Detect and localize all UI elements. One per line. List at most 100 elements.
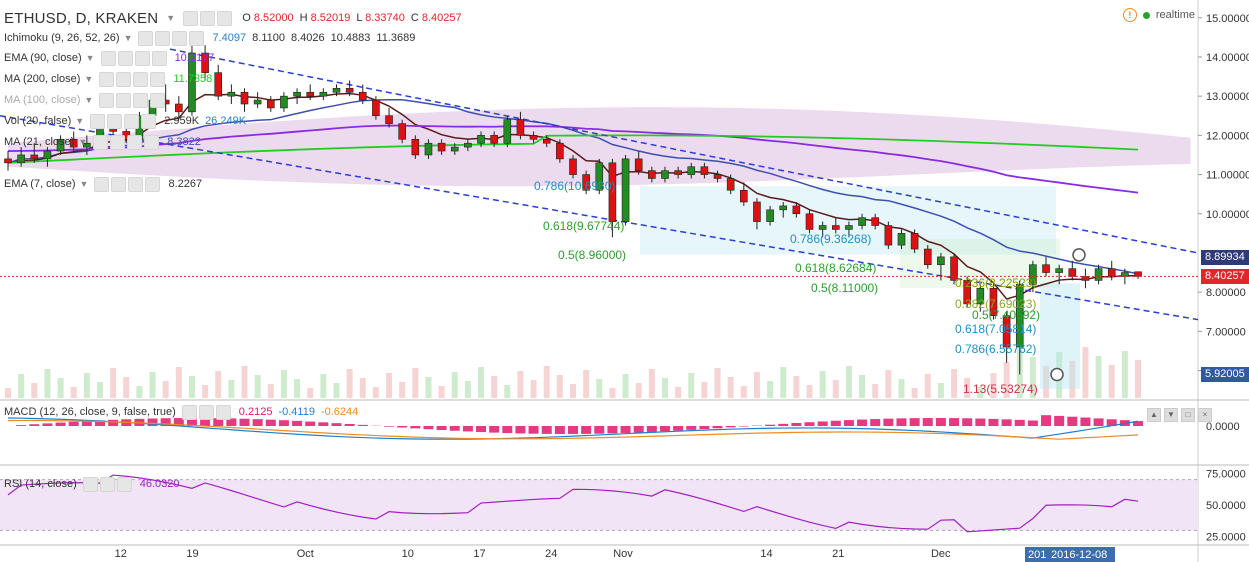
candle xyxy=(634,151,643,175)
price-tick-label: 7.00000 xyxy=(1206,326,1246,338)
candle xyxy=(83,135,91,155)
volume-bar xyxy=(5,388,11,398)
candle-body xyxy=(17,154,25,164)
candle xyxy=(766,205,774,226)
candle-body xyxy=(937,256,945,266)
candle xyxy=(845,221,853,238)
volume-bar xyxy=(753,372,760,398)
volume-bar xyxy=(451,372,458,398)
price-tick-label: 11.00000 xyxy=(1206,170,1249,182)
candle xyxy=(884,221,893,250)
macd-histogram-bar xyxy=(292,420,303,426)
candle-body xyxy=(805,213,814,230)
candle-body xyxy=(424,142,433,156)
time-tick-label: 12 xyxy=(115,548,127,560)
macd-histogram-bar xyxy=(449,426,460,431)
candle xyxy=(582,170,590,195)
macd-histogram-bar xyxy=(817,421,828,426)
candle-body xyxy=(621,158,630,222)
volume-bar xyxy=(767,381,774,398)
macd-histogram-bar xyxy=(476,426,487,433)
candle xyxy=(687,162,696,179)
macd-histogram-bar xyxy=(712,426,723,429)
time-tick-label: 10 xyxy=(402,548,414,560)
macd-signal-line xyxy=(7,419,1139,440)
candle-body xyxy=(674,170,682,175)
ema90-line xyxy=(7,124,1139,194)
volume-bar xyxy=(714,368,721,398)
time-cursor-label: 201 xyxy=(1028,549,1046,561)
macd-histogram-bar xyxy=(1041,415,1052,426)
macd-histogram-bar xyxy=(883,418,894,426)
candle xyxy=(477,131,485,148)
macd-histogram-bar xyxy=(581,426,592,434)
candle xyxy=(437,139,446,155)
volume-bar xyxy=(333,383,340,398)
candle xyxy=(897,229,906,250)
macd-histogram-bar xyxy=(594,426,605,434)
candle xyxy=(1055,264,1063,285)
volume-bar xyxy=(464,381,471,398)
candle xyxy=(306,84,315,101)
time-tick-label: Oct xyxy=(297,548,314,560)
volume-bar xyxy=(359,378,366,398)
candle-body xyxy=(358,91,367,101)
candle-body xyxy=(319,91,328,97)
macd-histogram-bar xyxy=(528,426,539,434)
macd-histogram-bar xyxy=(344,423,355,426)
candle xyxy=(1068,260,1077,281)
volume-bar xyxy=(188,376,195,398)
volume-bar xyxy=(596,379,603,398)
volume-bar xyxy=(31,383,38,398)
rsi-tick-label: 75.0000 xyxy=(1206,468,1246,480)
price-tick-label: 10.00000 xyxy=(1206,209,1249,221)
volume-bar xyxy=(57,378,64,398)
macd-histogram-bar xyxy=(922,418,933,426)
volume-bar xyxy=(267,384,274,398)
macd-histogram-bar xyxy=(29,424,40,426)
rsi-band xyxy=(0,479,1198,531)
candle xyxy=(372,96,380,120)
candle-body xyxy=(109,127,117,132)
candle-body xyxy=(4,158,12,164)
candle-body xyxy=(175,103,183,113)
macd-histogram-bar xyxy=(633,426,644,433)
volume-bar xyxy=(924,374,931,398)
volume-bar xyxy=(675,387,682,398)
macd-histogram-bar xyxy=(659,426,670,432)
candle-body xyxy=(1002,315,1011,348)
candle xyxy=(963,276,971,308)
candle-body xyxy=(1015,284,1024,348)
candle xyxy=(858,213,866,230)
volume-bar xyxy=(740,386,747,398)
candle-body xyxy=(437,142,446,152)
candle-body xyxy=(726,178,735,191)
candle xyxy=(69,131,78,152)
time-tick-label: 24 xyxy=(545,548,557,560)
macd-histogram-bar xyxy=(108,419,119,426)
volume-bar xyxy=(964,378,971,398)
volume-bar xyxy=(44,369,51,398)
candle-body xyxy=(845,225,853,230)
candle xyxy=(214,64,223,101)
candle xyxy=(135,111,144,144)
candle xyxy=(871,213,880,230)
candle xyxy=(293,88,301,104)
macd-histogram-bar xyxy=(1080,417,1091,426)
candle xyxy=(56,135,65,155)
time-tick-label: 21 xyxy=(832,548,844,560)
time-cursor-box xyxy=(1025,547,1115,562)
macd-histogram-bar xyxy=(213,418,224,426)
macd-histogram-bar xyxy=(239,418,250,426)
candle xyxy=(621,154,630,226)
candle-body xyxy=(135,115,144,140)
macd-histogram-bar xyxy=(515,426,526,434)
macd-histogram-bar xyxy=(1054,415,1065,426)
candle-body xyxy=(818,225,827,230)
candle-body xyxy=(569,158,577,175)
price-tick-label: 8.00000 xyxy=(1206,287,1246,299)
candle xyxy=(608,158,617,238)
rsi-tick-label: 25.0000 xyxy=(1206,532,1246,544)
macd-histogram-bar xyxy=(252,419,263,426)
